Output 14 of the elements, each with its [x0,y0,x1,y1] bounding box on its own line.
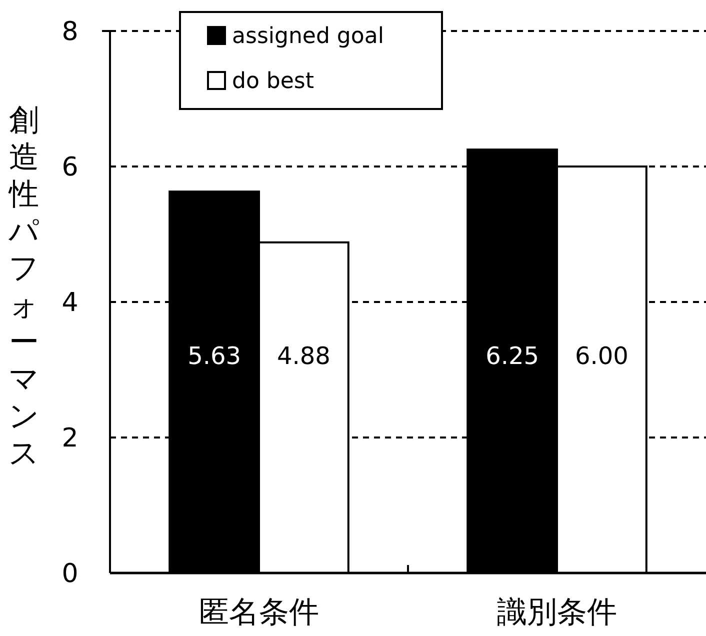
x-tick-label: 識別条件 [497,595,617,630]
x-tick-label: 匿名条件 [199,595,319,630]
y-tick-label: 6 [62,152,78,182]
data-label: 6.00 [574,342,628,370]
text: 創造性パフォーマンス [8,103,40,471]
legend-label: assigned goal [232,24,384,49]
y-tick-label: 2 [62,424,78,454]
y-tick-label: 0 [62,559,78,589]
data-label: 5.63 [188,342,242,370]
y-tick-label: 8 [62,17,78,47]
legend-label: do best [232,69,314,94]
y-tick-label: 4 [62,288,78,318]
data-label: 6.25 [486,342,540,370]
data-label: 4.88 [276,342,330,370]
